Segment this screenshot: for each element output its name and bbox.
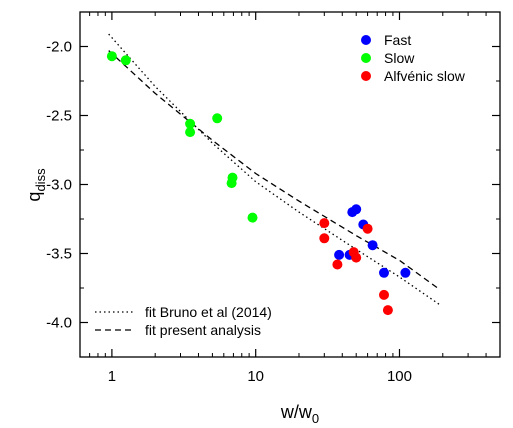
point-slow [226, 178, 237, 189]
legend-label-fit-present: fit present analysis [145, 322, 261, 338]
fit-line-present [108, 50, 440, 290]
y-tick-label: -2.5 [46, 108, 72, 125]
legend-marker-fast [361, 35, 371, 45]
legend-item-fit-present: fit present analysis [95, 322, 261, 338]
y-tick-label: -2.0 [46, 39, 72, 56]
legend-markers: Fast Slow Alfvénic slow fit Bruno et al … [95, 32, 466, 338]
x-axis-title: w/w0 [280, 402, 319, 426]
legend-item-fast: Fast [361, 32, 411, 48]
fit-lines [108, 33, 440, 306]
point-slow [120, 55, 131, 66]
axis-ticks [79, 11, 501, 358]
point-slow [185, 127, 196, 138]
y-tick-label: -4.0 [46, 315, 72, 332]
point-fast [367, 240, 378, 251]
point-slow [212, 113, 223, 124]
legend-marker-alfvenic-slow [361, 71, 371, 81]
point-alfvenic-slow [332, 259, 343, 270]
legend-label-fast: Fast [384, 32, 411, 48]
point-fast [379, 267, 389, 278]
point-alfvenic-slow [382, 305, 393, 316]
point-alfvenic-slow [362, 223, 373, 234]
point-slow [185, 118, 196, 129]
point-alfvenic-slow [319, 218, 330, 229]
fit-line-bruno [108, 33, 440, 306]
legend-item-fit-bruno: fit Bruno et al (2014) [95, 304, 272, 320]
point-fast [400, 267, 411, 278]
x-tick-label: 1 [108, 368, 116, 385]
point-fast [351, 204, 362, 215]
x-tick-label: 100 [387, 368, 412, 385]
point-alfvenic-slow [379, 289, 389, 300]
legend-label-fit-bruno: fit Bruno et al (2014) [145, 304, 272, 320]
y-axis-title: qdiss [24, 168, 48, 202]
point-fast [334, 249, 345, 260]
y-tick-label: -3.5 [46, 246, 72, 263]
legend-item-slow: Slow [361, 50, 415, 66]
legend-item-alfvenic-slow: Alfvénic slow [361, 68, 466, 84]
x-tick-label: 10 [247, 368, 264, 385]
legend-label-slow: Slow [384, 50, 415, 66]
y-tick-label: -3.0 [46, 177, 72, 194]
point-slow [106, 51, 117, 62]
legend-label-alfvenic-slow: Alfvénic slow [384, 68, 466, 84]
point-alfvenic-slow [351, 252, 362, 263]
point-alfvenic-slow [319, 233, 330, 244]
axis-tick-labels: 1 10 100 -2.0 -2.5 -3.0 -3.5 -4.0 [46, 39, 412, 386]
point-slow [247, 212, 258, 223]
legend-marker-slow [361, 53, 371, 63]
data-points [106, 51, 411, 316]
